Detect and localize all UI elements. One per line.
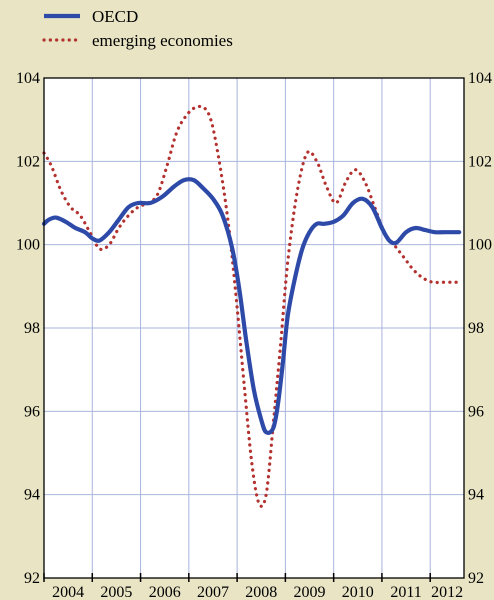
legend-label: OECD xyxy=(92,7,138,26)
y-tick-label-left: 98 xyxy=(24,320,40,337)
y-tick-label-left: 100 xyxy=(16,237,40,254)
legend-label: emerging economies xyxy=(92,31,233,50)
legend: OECD emerging economies xyxy=(42,7,233,50)
y-tick-label-right: 102 xyxy=(468,153,492,170)
y-tick-label-left: 94 xyxy=(24,487,40,504)
axes: 92 94 96 98 100 102 104 92 94 96 98 100 102 104 2004 20… xyxy=(16,70,492,600)
x-tick-label: 2011 xyxy=(390,584,421,600)
series-group xyxy=(41,104,462,508)
x-tick-label: 2004 xyxy=(52,584,84,600)
y-tick-label-right: 98 xyxy=(468,320,484,337)
plot-border xyxy=(43,77,465,579)
y-tick-label-right: 94 xyxy=(468,487,484,504)
y-tick-label-left: 102 xyxy=(16,153,40,170)
y-tick-label-right: 100 xyxy=(468,237,492,254)
y-tick-label-right: 104 xyxy=(468,70,492,87)
y-tick-label-right: 96 xyxy=(468,403,484,420)
x-tick-label: 2008 xyxy=(245,584,277,600)
x-tick-label: 2009 xyxy=(294,584,326,600)
grid xyxy=(44,78,464,578)
y-tick-label-left: 96 xyxy=(24,403,40,420)
y-tick-label-left: 104 xyxy=(16,70,40,87)
x-tick-label: 2006 xyxy=(149,584,181,600)
y-tick-label-right: 92 xyxy=(468,570,484,587)
x-tick-label: 2007 xyxy=(197,584,229,600)
x-tick-label: 2005 xyxy=(100,584,132,600)
y-tick-label-left: 92 xyxy=(24,570,40,587)
x-tick-label: 2012 xyxy=(431,584,463,600)
series-line-oecd xyxy=(41,177,462,435)
x-tick-label: 2010 xyxy=(342,584,374,600)
